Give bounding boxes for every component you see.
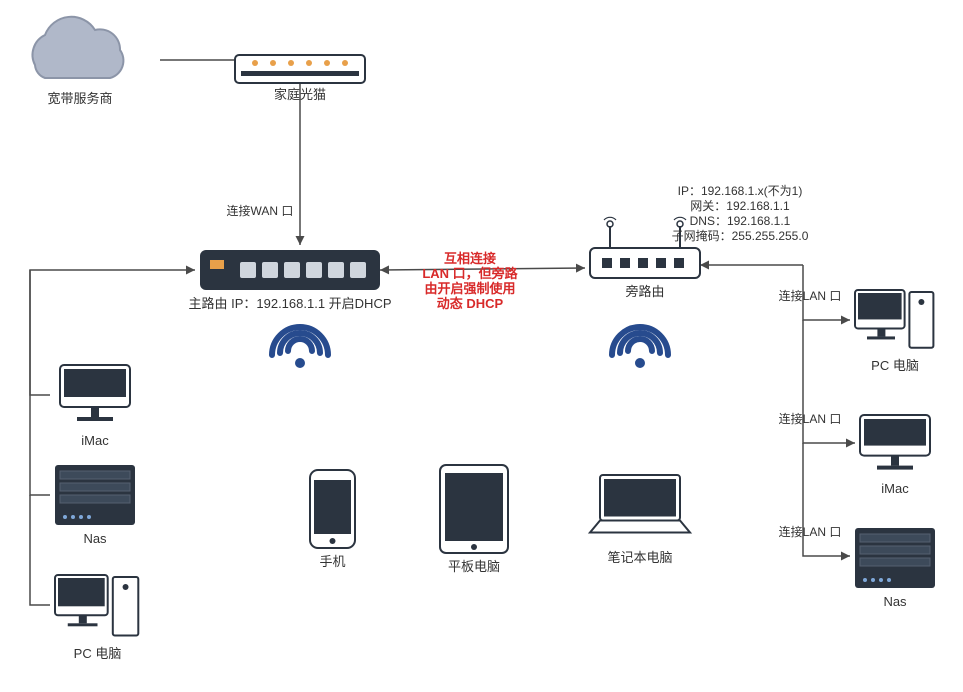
phone-icon (310, 470, 355, 548)
modem-icon (235, 55, 365, 83)
pc-right-icon (855, 290, 933, 348)
connection-line (30, 270, 50, 495)
laptop-icon (590, 475, 690, 533)
main-router-label: 主路由 IP：192.168.1.1 开启DHCP (188, 296, 391, 311)
laptop-label: 笔记本电脑 (607, 550, 672, 565)
modem-label: 家庭光猫 (274, 87, 326, 102)
edge-label: 连接WAN 口 (227, 203, 294, 218)
edge-label: 连接LAN 口 (779, 524, 842, 539)
tablet-icon (440, 465, 508, 553)
nas-left-icon (55, 465, 135, 525)
center-note: 由开启强制使用 (424, 281, 515, 296)
side-router-icon (590, 217, 700, 278)
connection-line (30, 495, 50, 605)
main-router-icon (200, 250, 380, 290)
wifi-icon (612, 327, 668, 368)
center-note: 互相连接 (444, 251, 496, 266)
router-config: IP：192.168.1.x(不为1) (678, 184, 803, 198)
center-note: LAN 口，但旁路 (422, 266, 518, 281)
imac-right-icon (860, 415, 930, 470)
tablet-label: 平板电脑 (448, 559, 500, 574)
isp-label: 宽带服务商 (47, 91, 112, 106)
wifi-icon (272, 327, 328, 368)
pc-left-icon-label: PC 电脑 (74, 646, 122, 661)
phone-label: 手机 (319, 554, 345, 569)
router-config: 子网掩码：255.255.255.0 (672, 229, 809, 243)
router-config: 网关：192.168.1.1 (690, 199, 790, 213)
router-config: DNS：192.168.1.1 (690, 214, 791, 228)
imac-right-icon-label: iMac (881, 481, 909, 496)
imac-left-icon (60, 365, 130, 421)
nas-left-icon-label: Nas (83, 531, 107, 546)
pc-left-icon (55, 575, 138, 636)
connection-line (803, 443, 850, 556)
side-router-label: 旁路由 (625, 284, 664, 299)
connection-line (160, 60, 245, 69)
edge-label: 连接LAN 口 (779, 411, 842, 426)
edge-label: 连接LAN 口 (779, 288, 842, 303)
nas-right-icon (855, 528, 935, 588)
isp-cloud-icon (33, 17, 124, 78)
imac-left-icon-label: iMac (81, 433, 109, 448)
pc-right-icon-label: PC 电脑 (871, 358, 919, 373)
nas-right-icon-label: Nas (883, 594, 907, 609)
center-note: 动态 DHCP (437, 296, 504, 311)
